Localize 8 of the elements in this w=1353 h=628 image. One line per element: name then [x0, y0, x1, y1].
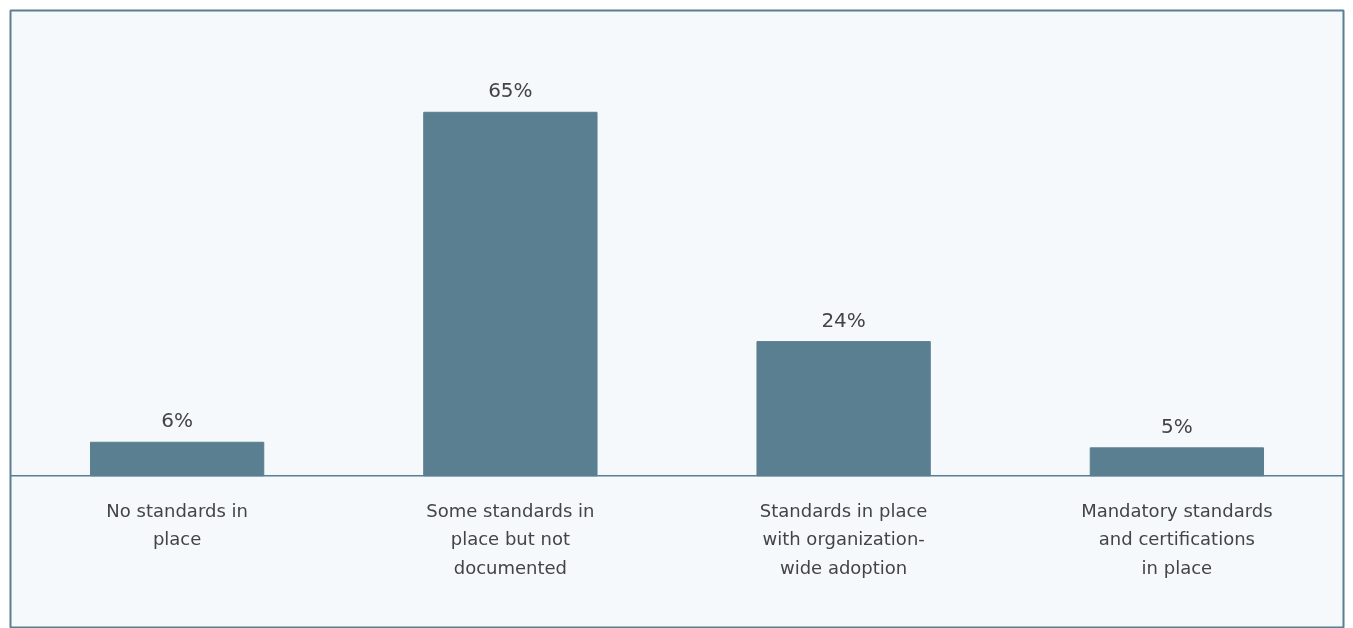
data-label: 5%: [1161, 413, 1193, 438]
x-tick-label: Some standards in place but not documented: [426, 499, 595, 578]
x-tick-label: Standards in place with organization-wide adoption: [759, 499, 928, 578]
x-tick-label: Mandatory standards and certifications in place: [1081, 499, 1273, 578]
data-label: 24%: [821, 307, 866, 332]
data-label: 6%: [161, 408, 193, 433]
data-label: 65%: [488, 78, 533, 103]
x-tick-label: No standards in place: [106, 499, 248, 550]
